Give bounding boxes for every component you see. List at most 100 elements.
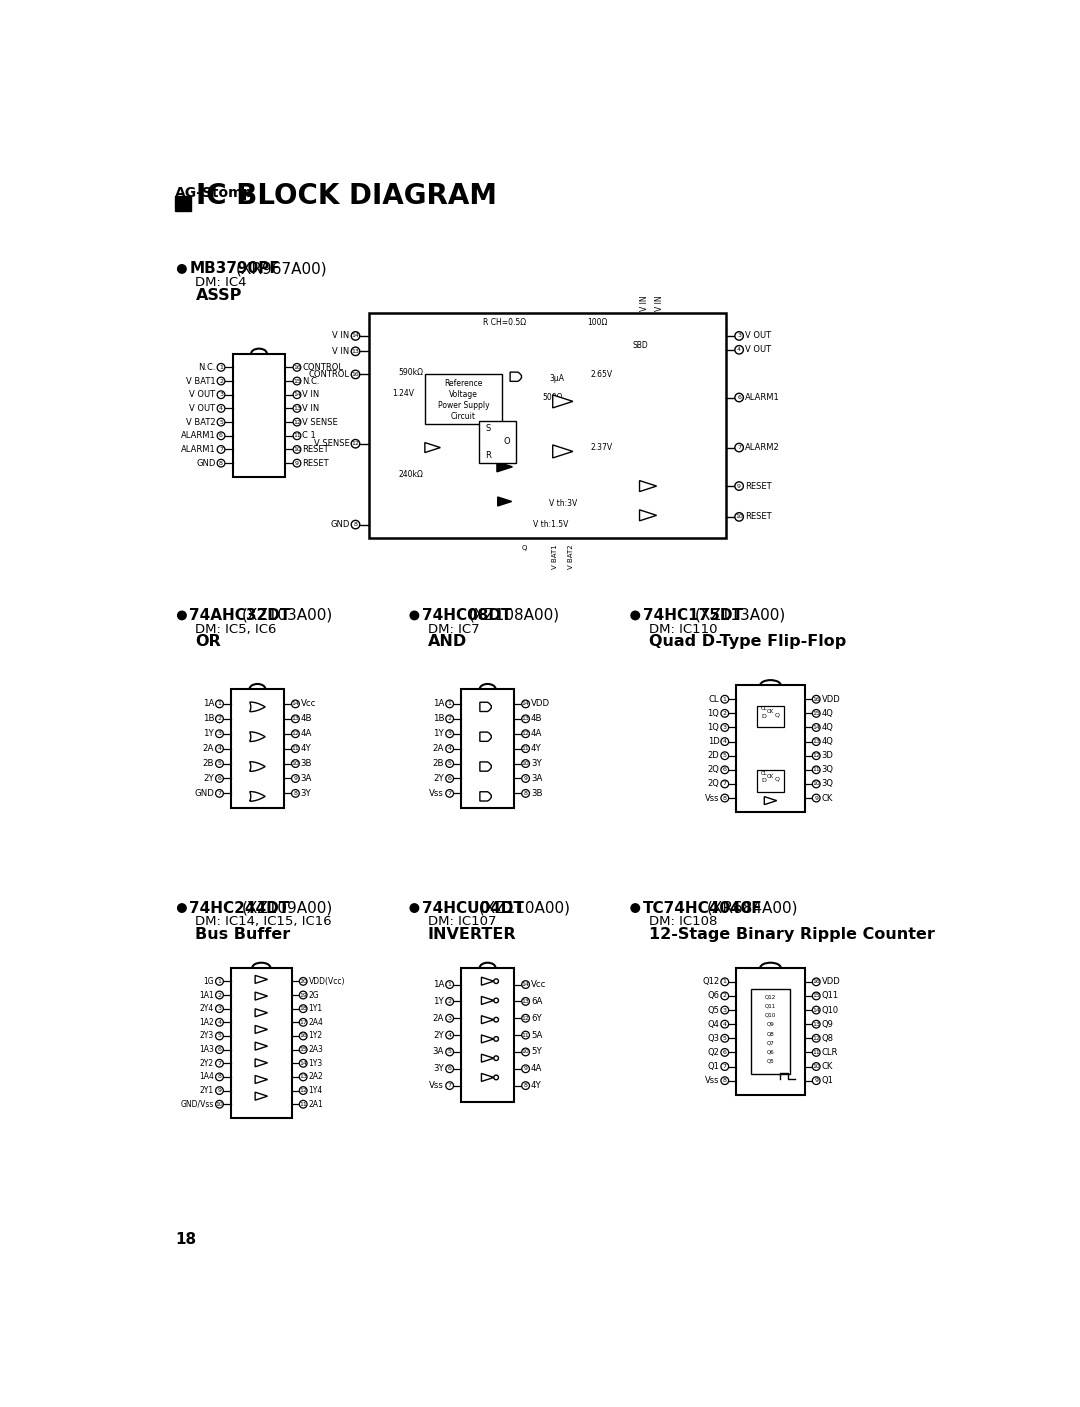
Circle shape (494, 998, 499, 1003)
Text: 20: 20 (299, 979, 307, 983)
Circle shape (522, 1082, 529, 1089)
Circle shape (216, 744, 224, 753)
Text: V BAT1: V BAT1 (186, 377, 216, 386)
Text: 4: 4 (219, 405, 224, 411)
Text: 15: 15 (299, 1047, 307, 1052)
Circle shape (299, 1059, 307, 1067)
Text: 1B: 1B (203, 715, 214, 723)
Circle shape (734, 394, 743, 402)
Text: 8: 8 (524, 791, 527, 796)
PathPatch shape (480, 702, 491, 712)
Circle shape (734, 346, 743, 355)
Circle shape (812, 695, 820, 704)
Text: 2Y4: 2Y4 (200, 1005, 214, 1013)
Text: 3: 3 (217, 732, 221, 736)
Bar (480, 421, 516, 463)
Circle shape (217, 391, 225, 398)
Circle shape (299, 978, 307, 985)
PathPatch shape (510, 371, 522, 381)
Text: 3A: 3A (433, 1047, 444, 1057)
Text: 6: 6 (723, 767, 727, 772)
Text: O: O (503, 438, 511, 446)
Text: 7: 7 (219, 447, 224, 452)
Circle shape (446, 981, 454, 988)
Text: Q5: Q5 (767, 1059, 774, 1064)
Circle shape (216, 760, 224, 767)
Text: V IN: V IN (302, 390, 320, 400)
Text: 19: 19 (299, 992, 307, 998)
Text: 1Y: 1Y (433, 729, 444, 739)
Text: DM: IC5, IC6: DM: IC5, IC6 (195, 623, 276, 636)
Text: CL: CL (708, 695, 719, 704)
Text: 7: 7 (217, 791, 221, 796)
Circle shape (299, 1086, 307, 1095)
Text: 74HC175DT: 74HC175DT (643, 608, 743, 623)
Text: Q11: Q11 (822, 992, 839, 1000)
Polygon shape (482, 1074, 494, 1082)
Text: V IN: V IN (333, 348, 350, 356)
Text: 11: 11 (812, 1050, 820, 1055)
Bar (424, 374, 502, 425)
Text: 3B: 3B (301, 758, 312, 768)
Circle shape (734, 512, 743, 521)
Circle shape (217, 405, 225, 412)
Circle shape (446, 1014, 454, 1021)
Polygon shape (482, 1016, 494, 1024)
Text: 2B: 2B (203, 758, 214, 768)
Text: Q9: Q9 (822, 1020, 834, 1029)
Circle shape (216, 1045, 224, 1054)
Text: 5Y: 5Y (531, 1047, 542, 1057)
Text: Q1: Q1 (707, 1062, 719, 1071)
Circle shape (351, 521, 360, 529)
Text: 1A: 1A (433, 699, 444, 708)
Bar (232, 353, 285, 477)
Polygon shape (482, 996, 494, 1005)
Text: 9: 9 (294, 777, 297, 781)
Text: 9: 9 (295, 460, 299, 466)
Text: 1: 1 (448, 982, 451, 988)
Text: 14: 14 (352, 333, 360, 339)
Text: 240kΩ: 240kΩ (399, 470, 423, 478)
Text: Q12: Q12 (765, 995, 777, 999)
Text: V th:3V: V th:3V (549, 499, 577, 508)
Text: RESET: RESET (302, 459, 329, 467)
Text: V OUT: V OUT (189, 390, 216, 400)
Text: 1: 1 (448, 702, 451, 706)
Circle shape (812, 709, 820, 718)
Text: ASSP: ASSP (195, 287, 242, 303)
Text: 14: 14 (522, 702, 529, 706)
Text: 9: 9 (524, 777, 528, 781)
Text: 4Q: 4Q (822, 723, 834, 732)
Text: 3Q: 3Q (822, 779, 834, 788)
Circle shape (216, 1033, 224, 1040)
Polygon shape (498, 497, 512, 507)
Circle shape (299, 1045, 307, 1054)
Circle shape (299, 991, 307, 999)
Text: 13: 13 (293, 405, 301, 411)
Text: (XZ108A00): (XZ108A00) (469, 608, 559, 623)
Text: 1: 1 (217, 702, 221, 706)
Text: 14: 14 (299, 1061, 307, 1065)
Text: Q9: Q9 (767, 1021, 774, 1027)
Circle shape (721, 1020, 729, 1029)
Text: GND: GND (197, 459, 216, 467)
Text: Power Supply: Power Supply (437, 401, 489, 409)
Text: 590kΩ: 590kΩ (399, 369, 423, 377)
Text: 8: 8 (723, 1078, 727, 1083)
Circle shape (299, 1074, 307, 1081)
Text: 16: 16 (299, 1034, 307, 1038)
Text: 12: 12 (522, 1016, 529, 1020)
Text: IC BLOCK DIAGRAM: IC BLOCK DIAGRAM (197, 182, 497, 210)
Text: N.C.: N.C. (198, 363, 216, 371)
Text: 3D: 3D (822, 751, 834, 760)
Text: 4: 4 (723, 1021, 727, 1027)
Circle shape (217, 418, 225, 426)
Polygon shape (255, 1026, 268, 1034)
Circle shape (410, 611, 419, 619)
Polygon shape (255, 1043, 268, 1050)
Text: 5: 5 (448, 1050, 451, 1054)
Text: CONTROL: CONTROL (309, 370, 350, 378)
Circle shape (217, 363, 225, 371)
Circle shape (292, 715, 299, 723)
Circle shape (293, 418, 301, 426)
